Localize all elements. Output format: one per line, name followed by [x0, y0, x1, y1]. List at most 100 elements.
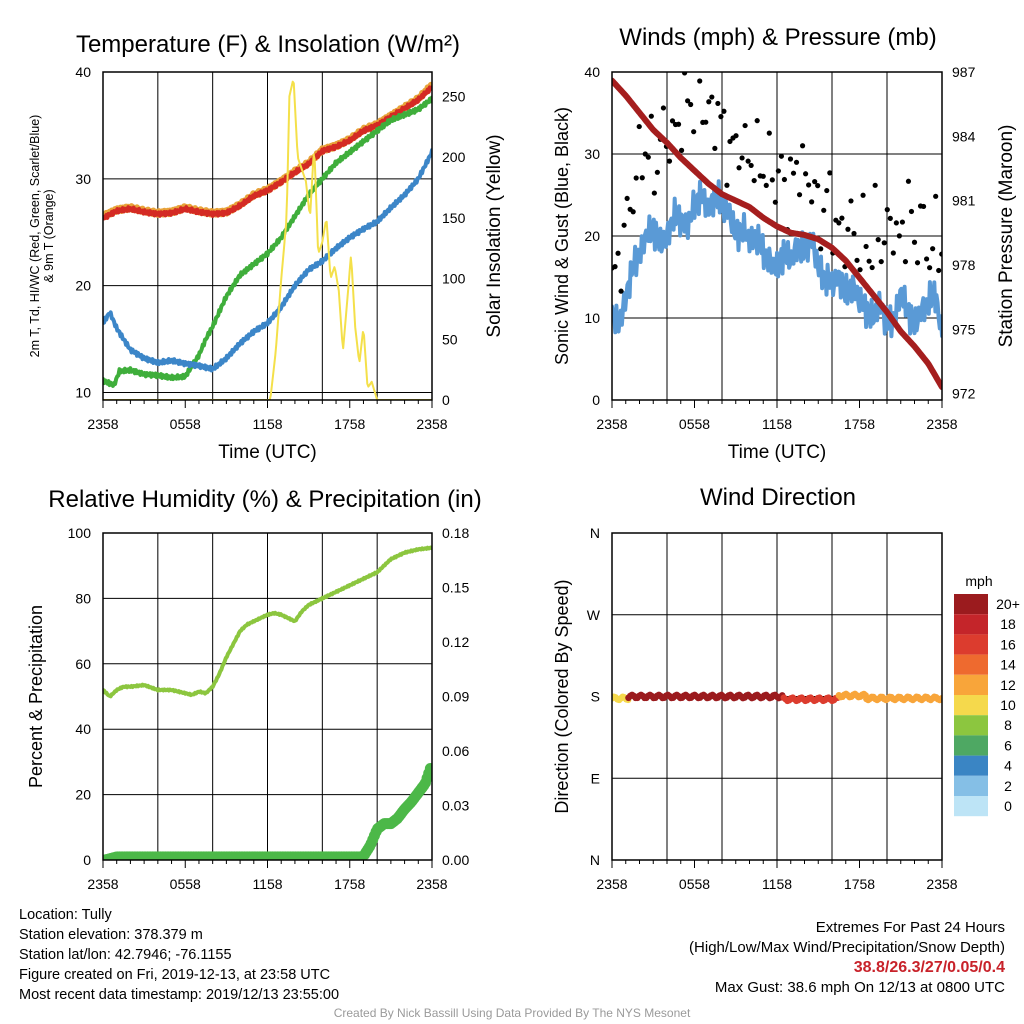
y-tick-label: 10: [75, 385, 91, 401]
gust-point: [818, 246, 824, 252]
y-tick-label: 30: [75, 171, 91, 187]
x-tick-label: 0558: [170, 876, 201, 892]
legend-label: 12: [1000, 677, 1016, 693]
gust-point: [694, 64, 699, 69]
y-tick-label: 20: [75, 787, 91, 803]
y-tick-label: 40: [584, 64, 600, 80]
gust-point: [624, 195, 630, 202]
gust-point: [878, 258, 884, 265]
y-tick-label: 40: [75, 721, 91, 737]
gust-point: [806, 182, 812, 188]
x-tick-label: 0558: [679, 876, 710, 892]
gust-point: [799, 143, 806, 149]
x-tick-label: 1158: [252, 876, 282, 892]
gust-point: [678, 147, 685, 153]
legend-swatch: [954, 695, 988, 716]
gust-point: [839, 215, 845, 221]
x-tick-label: 1758: [334, 876, 365, 892]
y-axis-label-line: 2m T, Td, HI/WC (Red, Green, Scarlet/Blu…: [28, 115, 42, 358]
series-line: [612, 77, 942, 391]
gust-point: [845, 226, 851, 232]
gust-point: [793, 159, 800, 165]
gust-point: [872, 182, 878, 188]
y2-tick-label: 972: [952, 386, 976, 402]
y-tick-label: 40: [75, 64, 91, 80]
gust-point: [648, 113, 654, 119]
x-tick-label: 1758: [334, 416, 365, 432]
gust-point: [736, 165, 742, 171]
gust-point: [615, 250, 621, 256]
series-line: [612, 179, 942, 339]
gust-point: [772, 199, 778, 205]
series-line: [103, 85, 432, 221]
y-axis-label: 2m T, Td, HI/WC (Red, Green, Scarlet/Blu…: [28, 115, 56, 358]
panel-title: Relative Humidity (%) & Precipitation (i…: [48, 486, 481, 513]
gust-point: [718, 114, 724, 120]
series-line: [103, 148, 432, 373]
gust-point: [742, 122, 748, 129]
legend-swatch: [954, 735, 988, 756]
legend-label: 4: [1004, 758, 1012, 774]
gust-point: [651, 190, 657, 196]
x-tick-label: 0558: [679, 416, 710, 432]
gust-point: [630, 209, 636, 215]
data-layer: [612, 690, 942, 705]
gust-point: [899, 219, 906, 225]
y2-tick-label: 50: [442, 331, 458, 347]
y-tick-label: 0: [83, 852, 91, 868]
gust-point: [706, 99, 712, 105]
gust-point: [721, 108, 727, 114]
legend-swatch: [954, 755, 988, 776]
x-tick-label: 2358: [416, 416, 447, 432]
gust-point: [790, 170, 797, 176]
gust-point: [848, 198, 854, 204]
gust-point: [645, 154, 651, 160]
gust-point: [809, 199, 815, 205]
legend-label: 20+: [996, 596, 1020, 612]
legend-swatch: [954, 614, 988, 635]
gust-point: [654, 169, 660, 175]
gust-point: [727, 138, 733, 145]
y2-tick-label: 250: [442, 88, 466, 104]
gust-point: [739, 155, 745, 161]
x-tick-label: 2358: [416, 876, 447, 892]
gust-point: [927, 265, 933, 271]
gust-point: [724, 182, 730, 188]
direction-point: [938, 695, 942, 702]
gust-point: [933, 193, 939, 199]
series-line: [103, 545, 432, 699]
legend-label: 18: [1000, 616, 1016, 632]
x-tick-label: 1158: [762, 416, 792, 432]
gust-point: [769, 177, 775, 183]
legend-label: 14: [1000, 657, 1016, 673]
y2-tick-label: 0.03: [442, 798, 469, 814]
gust-point: [893, 220, 899, 226]
gust-point: [775, 168, 781, 174]
x-tick-label: 1158: [762, 876, 792, 892]
gust-point: [682, 72, 688, 76]
y-tick-label: 10: [584, 310, 600, 326]
y2-tick-label: 984: [952, 128, 976, 144]
y2-tick-label: 0.15: [442, 580, 469, 596]
gust-point: [675, 121, 682, 127]
panel-title: Winds (mph) & Pressure (mb): [619, 24, 936, 51]
gust-point: [881, 240, 887, 246]
y-tick-label: 20: [584, 228, 600, 244]
gust-point: [887, 215, 893, 221]
y2-tick-label: 975: [952, 321, 976, 337]
gust-point: [796, 192, 803, 198]
gust-point: [691, 129, 697, 135]
y-tick-label: 0: [592, 392, 600, 408]
gust-point: [866, 258, 872, 264]
gust-point: [936, 267, 942, 274]
y2-tick-label: 978: [952, 257, 976, 273]
legend-label: 0: [1004, 798, 1012, 814]
gust-point: [660, 105, 667, 111]
data-layer: [103, 80, 432, 400]
gust-point: [760, 173, 766, 179]
station-info: Location: Tully Station elevation: 378.3…: [19, 905, 339, 1005]
gust-point: [815, 183, 821, 189]
gust-point: [851, 230, 857, 237]
x-tick-label: 2358: [926, 416, 957, 432]
x-tick-label: 2358: [596, 876, 627, 892]
